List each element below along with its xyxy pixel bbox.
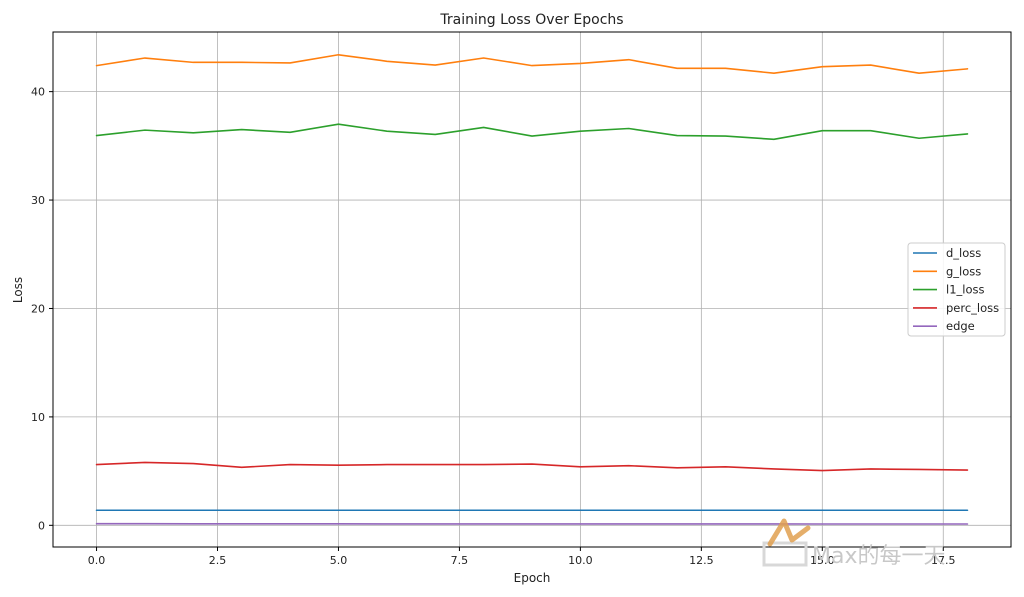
plot-frame	[52, 31, 1012, 548]
x-tick-label: 2.5	[209, 554, 227, 567]
m-logo-icon	[762, 518, 811, 567]
y-tick-label: 0	[38, 519, 45, 532]
legend-label: perc_loss	[946, 301, 999, 315]
series-line-g-loss	[95, 53, 969, 74]
y-axis-ticks: 0 10 20 30 40	[31, 86, 53, 532]
y-tick-label: 30	[31, 194, 45, 207]
y-axis-label: Loss	[11, 277, 25, 303]
series-line-perc-loss	[95, 461, 969, 472]
legend-label: l1_loss	[946, 283, 984, 297]
x-axis-ticks: 0.0 2.5 5.0 7.5 10.0 12.5 15.0 17.5	[88, 547, 956, 567]
x-tick-label: 10.0	[568, 554, 593, 567]
x-tick-label: 5.0	[330, 554, 348, 567]
x-tick-label: 17.5	[931, 554, 956, 567]
watermark: Max的每一天	[762, 518, 945, 569]
x-tick-label: 12.5	[689, 554, 714, 567]
x-tick-label: 0.0	[88, 554, 106, 567]
chart-title: Training Loss Over Epochs	[439, 12, 623, 28]
y-tick-label: 40	[31, 86, 45, 99]
watermark-text: Max的每一天	[812, 544, 945, 569]
x-tick-label: 7.5	[451, 554, 469, 567]
y-tick-label: 20	[31, 302, 45, 315]
legend-box	[907, 242, 1006, 337]
legend-label: d_loss	[946, 246, 981, 260]
x-axis-label: Epoch	[514, 571, 551, 585]
series-lines	[95, 53, 969, 525]
grid	[53, 32, 1011, 547]
legend-label: edge	[946, 319, 975, 333]
series-line-l1-loss	[95, 123, 969, 141]
y-tick-label: 10	[31, 411, 45, 424]
legend-label: g_loss	[946, 264, 981, 278]
x-tick-label: 15.0	[810, 554, 835, 567]
